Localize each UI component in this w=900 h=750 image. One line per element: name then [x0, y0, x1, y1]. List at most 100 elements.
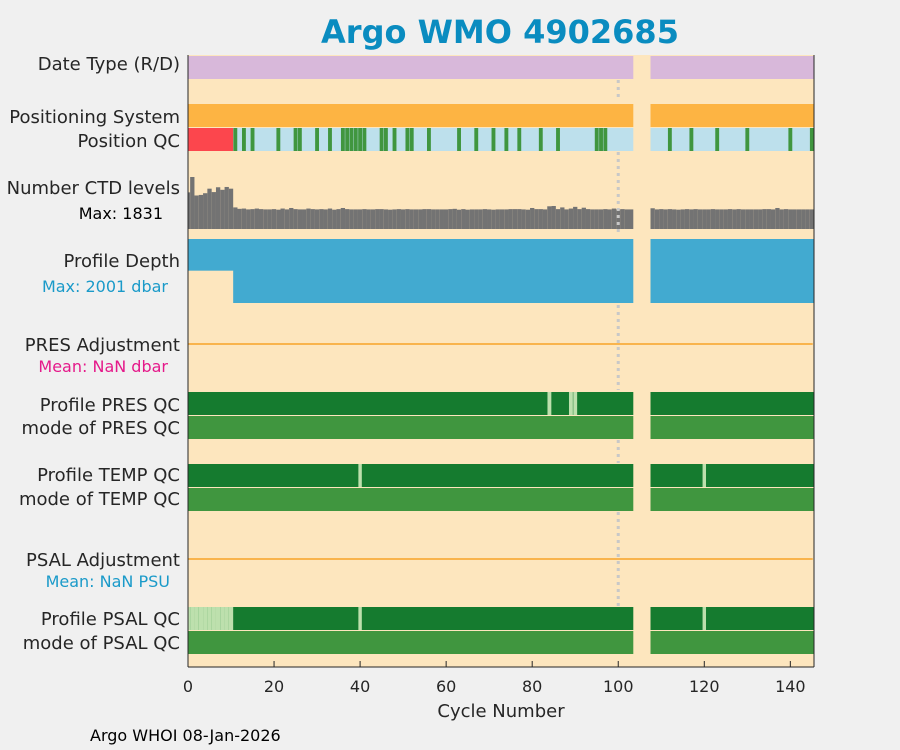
- ctd-level-bar: [766, 209, 771, 229]
- ctd-level-bar: [254, 208, 259, 229]
- position-qc-good-bar: [594, 128, 599, 151]
- row-label-ctd-levels: Number CTD levels: [7, 178, 180, 199]
- ctd-level-bar: [499, 209, 505, 229]
- ctd-level-bar: [796, 209, 802, 229]
- mode-pres-qc-bar: [650, 416, 814, 439]
- mode-psal-qc-bar: [188, 631, 634, 654]
- ctd-level-bar: [650, 208, 655, 229]
- ctd-level-bar: [215, 187, 221, 229]
- ctd-level-bar: [388, 209, 393, 229]
- ctd-level-bar: [560, 207, 565, 229]
- profile-psal-qc-light-bar: [198, 607, 204, 630]
- ctd-level-bar: [740, 209, 746, 229]
- ctd-level-bar: [224, 186, 229, 229]
- position-qc-good-bar: [328, 128, 332, 151]
- footer-text: Argo WHOI 08-Jan-2026: [90, 726, 281, 745]
- mode-temp-qc-bar: [188, 488, 634, 511]
- ctd-level-bar: [607, 209, 612, 229]
- ctd-level-bar: [439, 209, 444, 229]
- ctd-level-bar: [293, 209, 298, 229]
- ctd-level-bar: [452, 208, 457, 229]
- position-qc-good-bar: [362, 128, 367, 151]
- ctd-level-bar: [375, 209, 380, 229]
- ctd-max-label: Max: 1831: [79, 204, 163, 223]
- mode-psal-qc-bar: [650, 631, 814, 654]
- ctd-level-bar: [564, 209, 569, 229]
- position-qc-good-bar: [788, 128, 793, 151]
- ctd-level-bar: [233, 207, 238, 229]
- ctd-level-bar: [672, 209, 677, 229]
- profile-psal-qc-light-bar: [228, 607, 234, 630]
- date-type-bar: [188, 56, 634, 79]
- ctd-level-bar: [801, 209, 806, 229]
- row-label-profile-temp-qc: Profile TEMP QC: [37, 465, 180, 486]
- ctd-level-bar: [525, 209, 531, 229]
- ctd-level-bar: [413, 209, 419, 229]
- position-qc-good-bar: [315, 128, 320, 151]
- ctd-level-bar: [809, 209, 814, 229]
- profile-psal-qc-light-bar: [211, 607, 216, 630]
- ctd-level-bar: [530, 207, 535, 229]
- ctd-level-bar: [263, 209, 268, 229]
- mode-pres-qc-bar: [188, 416, 634, 439]
- ctd-level-bar: [538, 209, 543, 229]
- profile-pres-qc-light-bar: [573, 392, 578, 415]
- profile-depth-bar: [188, 239, 634, 303]
- ctd-level-bar: [332, 209, 337, 229]
- ctd-level-bar: [345, 209, 350, 229]
- position-qc-good-bar: [392, 128, 397, 151]
- profile-temp-qc-light-bar: [358, 464, 362, 487]
- ctd-level-bar: [491, 209, 496, 229]
- profile-psal-qc-light-bar: [207, 607, 212, 630]
- psal-mean-label: Mean: NaN PSU: [46, 572, 170, 591]
- profile-psal-qc-light-bar: [702, 607, 707, 630]
- ctd-level-bar: [241, 208, 247, 229]
- row-label-date-type: Date Type (R/D): [38, 54, 180, 75]
- profile-psal-qc-bar: [188, 607, 634, 630]
- row-label-mode-pres-qc: mode of PRES QC: [22, 418, 180, 439]
- position-qc-good-bar: [293, 128, 298, 151]
- profile-temp-qc-bar: [650, 464, 814, 487]
- ctd-level-bar: [697, 209, 703, 229]
- position-qc-good-bar: [383, 128, 388, 151]
- ctd-level-bar: [534, 209, 539, 229]
- position-qc-good-bar: [349, 128, 354, 151]
- ctd-level-bar: [456, 209, 462, 229]
- ctd-level-bar: [271, 209, 277, 229]
- position-qc-good-bar: [603, 128, 608, 151]
- ctd-level-bar: [194, 195, 199, 229]
- ctd-level-bar: [198, 194, 204, 229]
- profile-pres-qc-light-bar: [568, 392, 573, 415]
- depth-max-label: Max: 2001 dbar: [42, 277, 168, 296]
- ctd-level-bar: [512, 209, 518, 229]
- ctd-level-bar: [585, 209, 591, 229]
- ctd-level-bar: [188, 192, 191, 229]
- ctd-level-bar: [258, 209, 264, 229]
- ctd-level-bar: [706, 209, 711, 229]
- date-type-bar: [650, 56, 814, 79]
- position-qc-good-bar: [457, 128, 461, 151]
- ctd-level-bar: [508, 209, 513, 229]
- ctd-level-bar: [620, 209, 625, 229]
- ctd-level-bar: [680, 209, 685, 229]
- ctd-level-bar: [676, 209, 681, 229]
- x-tick-label: 100: [603, 677, 634, 696]
- ctd-level-bar: [426, 209, 432, 229]
- ctd-level-bar: [353, 209, 358, 229]
- ctd-level-bar: [220, 189, 225, 229]
- ctd-level-bar: [495, 209, 500, 229]
- row-label-profile-pres-qc: Profile PRES QC: [40, 395, 180, 416]
- ctd-level-bar: [598, 209, 604, 229]
- ctd-level-bar: [723, 209, 728, 229]
- position-qc-good-bar: [504, 128, 509, 151]
- ctd-level-bar: [228, 188, 234, 229]
- ctd-level-bar: [805, 209, 810, 229]
- ctd-level-bar: [211, 192, 216, 229]
- ctd-level-bar: [792, 209, 797, 229]
- ctd-level-bar: [323, 209, 328, 229]
- ctd-level-bar: [250, 209, 255, 229]
- position-qc-good-bar: [353, 128, 358, 151]
- position-qc-good-bar: [233, 128, 238, 151]
- plot-area: [188, 55, 814, 667]
- ctd-level-bar: [443, 209, 449, 229]
